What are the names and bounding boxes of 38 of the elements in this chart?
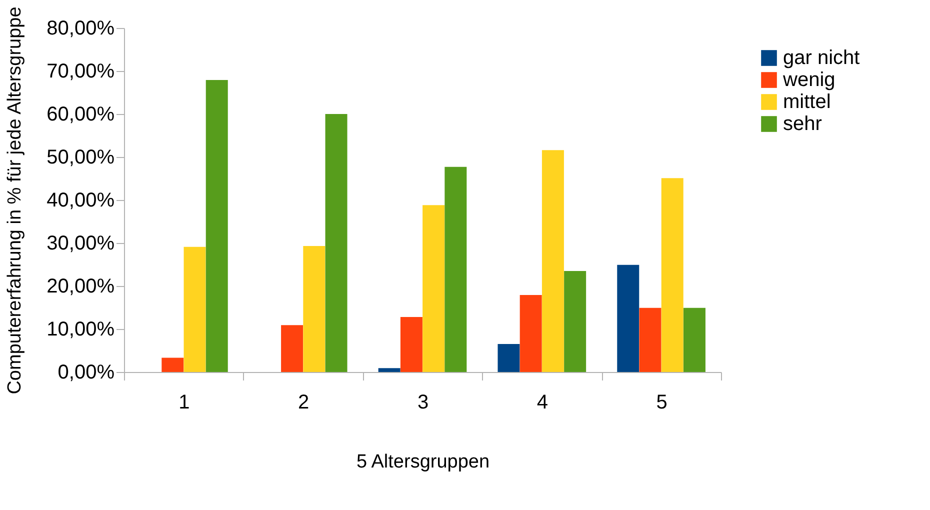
x-axis-title: 5 Altersgruppen (356, 452, 490, 472)
bar (661, 178, 684, 372)
bar (422, 205, 445, 372)
bar (683, 308, 706, 372)
legend-label: sehr (783, 113, 822, 135)
y-tick-label: 30,00% (46, 232, 115, 254)
bar (639, 308, 662, 372)
legend-label: gar nicht (783, 47, 860, 69)
x-tick-label: 3 (417, 392, 429, 414)
y-tick-label: 40,00% (46, 190, 115, 212)
y-axis-title: Computererfahrung in % für jede Altersgruppe (4, 6, 26, 394)
y-tick-label: 50,00% (46, 146, 115, 168)
x-tick-label: 4 (536, 392, 548, 414)
y-tick-label: 60,00% (46, 104, 115, 126)
bar (162, 358, 184, 372)
bar (520, 295, 542, 372)
y-tick-label: 70,00% (46, 60, 115, 82)
bar (564, 270, 586, 372)
y-tick-label: 10,00% (46, 318, 115, 340)
bar (303, 246, 326, 372)
bar (444, 166, 467, 372)
y-tick-label: 20,00% (46, 276, 115, 298)
bar (281, 325, 304, 372)
bar (400, 316, 422, 372)
y-tick-label: 80,00% (46, 18, 115, 40)
bar (206, 80, 228, 372)
bar (498, 344, 520, 372)
x-tick-label: 2 (298, 392, 310, 414)
bar (325, 114, 348, 372)
y-tick-label: 0,00% (58, 362, 115, 384)
bar (617, 264, 640, 372)
x-tick-label: 1 (178, 392, 190, 414)
legend-label: mittel (783, 91, 831, 113)
legend-label: wenig (782, 69, 836, 91)
bar (542, 150, 564, 372)
bar (184, 246, 206, 372)
x-tick-label: 5 (656, 392, 668, 414)
bar (378, 368, 400, 372)
